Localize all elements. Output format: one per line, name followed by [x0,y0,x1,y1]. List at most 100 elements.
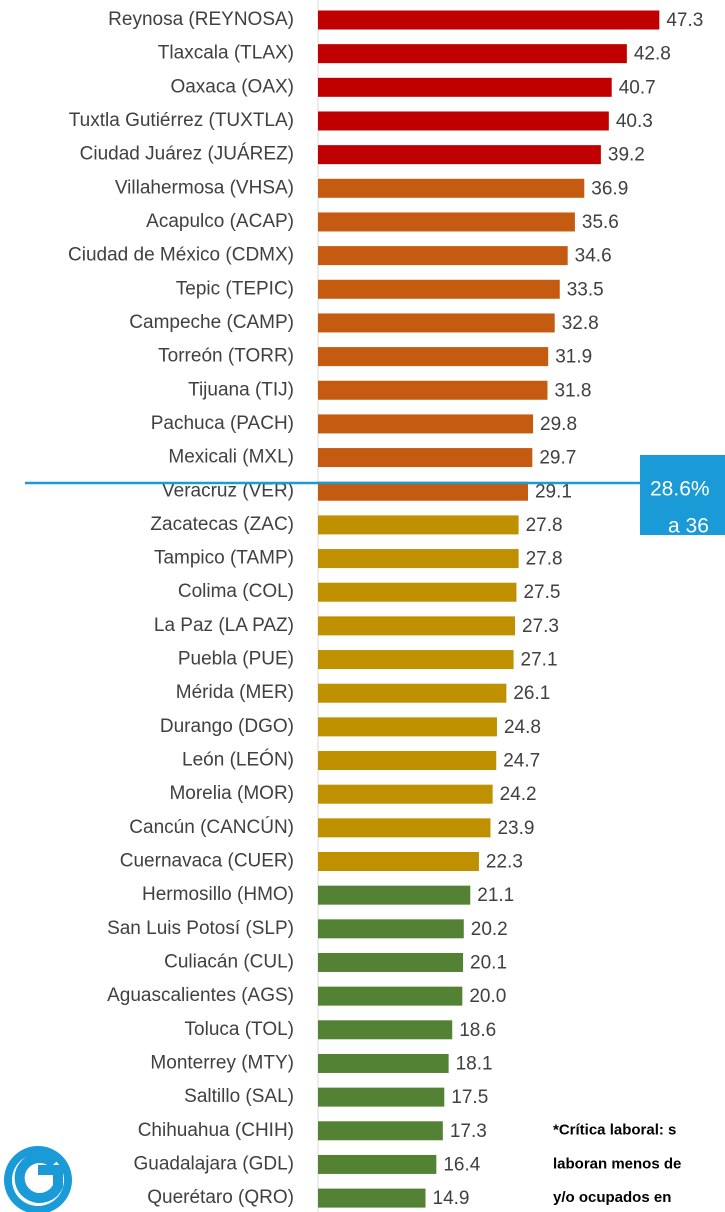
bar [318,1121,443,1141]
footnote: laboran menos de [553,1155,681,1172]
y-tick-label: Guadalajara (GDL) [133,1153,294,1174]
callout-box [640,455,725,535]
bar [318,1053,449,1073]
value-label: 29.1 [535,481,572,502]
bar [318,582,517,602]
value-label: 22.3 [486,852,523,873]
value-label: 27.8 [526,549,563,570]
bar [318,852,479,871]
bar [318,145,601,165]
y-tick-label: Mexicali (MXL) [168,447,294,468]
bar [318,481,528,501]
value-label: 26.1 [513,683,550,704]
y-tick-label: Torreón (TORR) [158,346,294,367]
value-label: 42.8 [634,44,671,65]
y-tick-label: San Luis Potosí (SLP) [107,918,294,939]
value-label: 40.7 [619,77,656,98]
y-tick-label: Ciudad de México (CDMX) [68,245,294,266]
y-tick-label: La Paz (LA PAZ) [154,615,294,636]
value-label: 20.2 [471,919,508,940]
y-tick-label: Saltillo (SAL) [184,1086,294,1107]
bar [318,986,463,1006]
bar [318,683,507,703]
value-label: 27.3 [522,616,559,637]
value-label: 16.4 [443,1154,480,1175]
footnote: y/o ocupados en [553,1189,671,1206]
bar [318,1154,437,1174]
value-label: 29.7 [539,448,576,469]
bar [318,1188,426,1208]
y-tick-label: Aguascalientes (AGS) [107,985,294,1006]
bar [318,784,493,804]
y-tick-label: Veracruz (VER) [162,480,294,501]
bar [318,414,534,434]
y-tick-label: Tlaxcala (TLAX) [158,43,294,64]
y-tick-label: Colima (COL) [178,581,294,602]
bar [318,515,519,535]
y-tick-label: Monterrey (MTY) [150,1052,294,1073]
bar [318,111,609,131]
bar [318,549,519,569]
value-label: 14.9 [433,1188,470,1209]
logo [4,1146,72,1212]
bar [318,717,497,737]
bar [318,751,497,771]
bar [318,818,491,838]
callout-text: 28.6% [650,478,710,501]
bar [318,246,568,266]
y-tick-label: Pachuca (PACH) [151,413,294,434]
value-label: 35.6 [582,212,619,233]
value-label: 39.2 [608,145,645,166]
value-label: 23.9 [497,818,534,839]
bar [318,77,612,97]
value-label: 24.8 [504,717,541,738]
y-tick-label: Zacatecas (ZAC) [150,514,294,535]
value-label: 27.1 [521,650,558,671]
value-label: 24.2 [500,784,537,805]
value-label: 36.9 [591,178,628,199]
value-label: 29.8 [540,414,577,435]
bar [318,347,549,367]
y-tick-label: Culiacán (CUL) [164,951,294,972]
y-tick-label: Tuxtla Gutiérrez (TUXTLA) [69,110,294,131]
value-label: 27.5 [523,582,560,603]
y-tick-label: Tijuana (TIJ) [188,379,294,400]
value-label: 27.8 [526,515,563,536]
y-tick-label: Villahermosa (VHSA) [115,177,294,198]
y-tick-label: Cuernavaca (CUER) [120,851,294,872]
y-tick-label: Acapulco (ACAP) [146,211,294,232]
bar [318,650,514,670]
value-label: 32.8 [562,313,599,334]
value-label: 31.9 [555,347,592,368]
y-tick-label: León (LEÓN) [182,749,294,771]
value-label: 17.5 [451,1087,488,1108]
bar [318,380,548,400]
y-tick-label: Chihuahua (CHIH) [138,1120,294,1141]
bar [318,919,464,939]
y-tick-label: Querétaro (QRO) [147,1187,294,1208]
bar [318,10,660,30]
y-tick-label: Toluca (TOL) [185,1019,294,1040]
y-tick-label: Ciudad Juárez (JUÁREZ) [80,144,294,165]
bar [318,885,471,905]
value-label: 18.1 [456,1053,493,1074]
y-tick-label: Tampico (TAMP) [154,548,294,569]
value-label: 24.7 [503,751,540,772]
y-tick-label: Morelia (MOR) [169,783,294,804]
y-tick-label: Tepic (TEPIC) [176,278,294,299]
value-label: 31.8 [554,380,591,401]
value-label: 40.3 [616,111,653,132]
bar [318,1020,453,1040]
bar [318,313,555,333]
y-tick-label: Cancún (CANCÚN) [129,816,294,838]
value-label: 21.1 [477,885,514,906]
value-label: 47.3 [666,10,703,31]
bar [318,212,575,232]
bar [318,44,627,64]
callout-text: a 36 [668,515,709,538]
y-tick-label: Reynosa (REYNOSA) [108,9,294,30]
bar [318,178,585,198]
y-tick-label: Durango (DGO) [160,716,294,737]
y-tick-label: Puebla (PUE) [178,649,294,670]
